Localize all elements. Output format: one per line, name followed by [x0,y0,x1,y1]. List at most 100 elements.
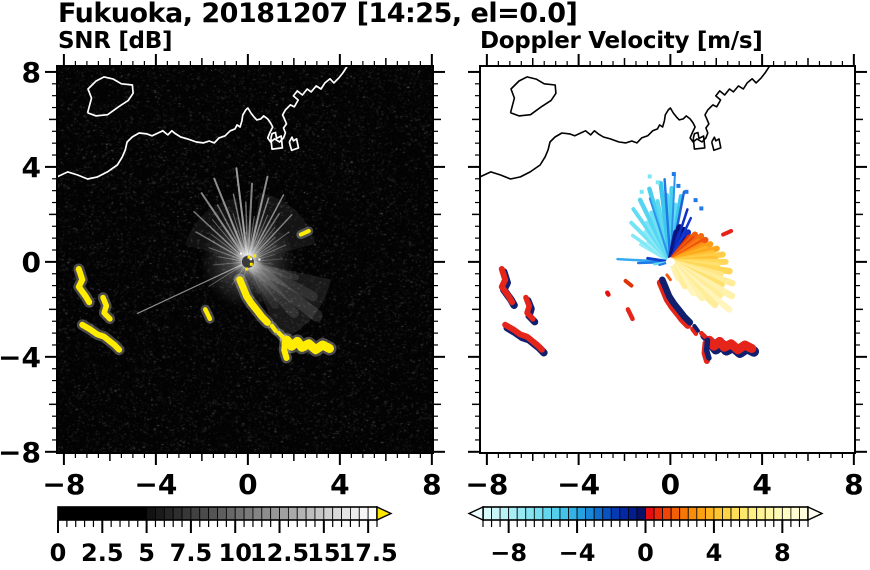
colorbar-segment [730,506,740,521]
colorbar-segment [722,506,732,521]
colorbar-segment [101,506,112,521]
plot-title: Fukuoka, 20181207 [14:25, el=0.0] [58,0,578,29]
colorbar-segment [653,506,664,521]
colorbar-tick-label: 7.5 [170,539,213,567]
colorbar-segment [358,506,369,521]
colorbar-segment [181,506,192,521]
colorbar-segment [756,506,766,521]
colorbar-segment [341,506,351,521]
x-tick-label: 0 [238,468,257,501]
colorbar-segment [482,506,492,521]
colorbar-segment [305,506,316,521]
colorbar-segment [287,506,298,521]
white-speck [258,258,261,261]
y-tick-label: 0 [22,246,41,279]
echo-blob-navy [703,337,712,361]
coastline-path [480,66,771,180]
velocity-dot-cyan [639,189,644,194]
colorbar-segment [323,506,334,521]
colorbar-segment [243,506,254,521]
colorbar-segment [773,506,783,521]
x-tick-label: −4 [557,468,600,501]
colorbar-segment [137,506,148,521]
colorbar-segment [93,506,103,521]
yellow-speck [249,262,253,266]
yellow-speck [247,255,251,259]
colorbar-segment [110,506,121,521]
x-tick-label: 8 [422,468,441,501]
velocity-dot-blue [671,172,676,177]
y-tick-label: 4 [22,151,41,184]
colorbar-segment [75,506,85,521]
colorbar-segment [602,506,612,521]
colorbar-segment [525,506,535,521]
colorbar-segment [491,506,501,521]
colorbar-segment [270,506,280,521]
echo-blob-red [721,229,734,237]
colorbar-segment [128,506,139,521]
colorbar-segment [576,506,587,521]
velocity-overlay [480,66,771,364]
colorbar-segment [172,506,183,521]
colorbar-segment [516,506,527,521]
colorbar-segment [367,506,378,521]
colorbar-segment [261,506,272,521]
echo-blob-red [699,330,708,339]
x-tick-label: −8 [465,468,508,501]
colorbar-segment [217,506,227,521]
echo-blob [276,330,285,339]
colorbar-segment [687,506,698,521]
colorbar-segment [350,506,360,521]
velocity-dot-cyan [647,174,652,179]
y-tick-label: −8 [0,436,41,469]
colorbar-segment [66,506,77,521]
velocity-dot-cyan [655,180,660,185]
colorbar-segment [119,506,130,521]
colorbar-segment [542,506,552,521]
x-tick-label: 4 [752,468,771,501]
colorbar-over-arrow [376,505,393,522]
x-tick-label: −4 [134,468,177,501]
colorbar-segment [713,506,723,521]
colorbar-segment [764,506,775,521]
colorbar-outline [57,506,378,521]
colorbar-tick-label: 10 [219,539,252,567]
velocity-ppi-panel [480,66,855,453]
y-tick-label: −4 [0,341,41,374]
echo-blob-red [704,335,757,355]
velocity-center-hole [665,257,675,267]
echo-blob-red [625,307,635,322]
velocity-dot-blue [693,198,698,203]
colorbar-outline [482,506,809,521]
y-tick-label: 8 [22,56,41,89]
colorbar-segment [645,506,655,521]
colorbar-segment [533,506,544,521]
colorbar-segment [747,506,758,521]
velocity-red-mark [665,273,672,282]
colorbar-tick-label: 2.5 [81,539,124,567]
colorbar-tick-label: 5 [138,539,155,567]
colorbar-segment [499,506,510,521]
snr-subtitle: SNR [dB] [58,28,173,54]
colorbar-segment [508,506,518,521]
colorbar-segment [296,506,307,521]
x-tick-label: −8 [42,468,85,501]
colorbar-segment [199,506,210,521]
coastline-path [288,136,300,152]
velocity-dot-blue [699,206,704,211]
colorbar-tick-label: −8 [490,539,527,567]
coastline-path [57,66,349,180]
colorbar-segment [619,506,629,521]
yellow-speck [253,254,257,258]
coastline-path [86,76,134,117]
colorbar-segment [679,506,689,521]
echo-blob [281,337,290,361]
colorbar-segment [84,506,94,521]
colorbar-segment [568,506,578,521]
colorbar-segment [190,506,201,521]
colorbar-segment [155,506,165,521]
velocity-dot-blue [684,189,689,194]
x-tick-label: 8 [844,468,863,501]
colorbar-segment [146,506,156,521]
